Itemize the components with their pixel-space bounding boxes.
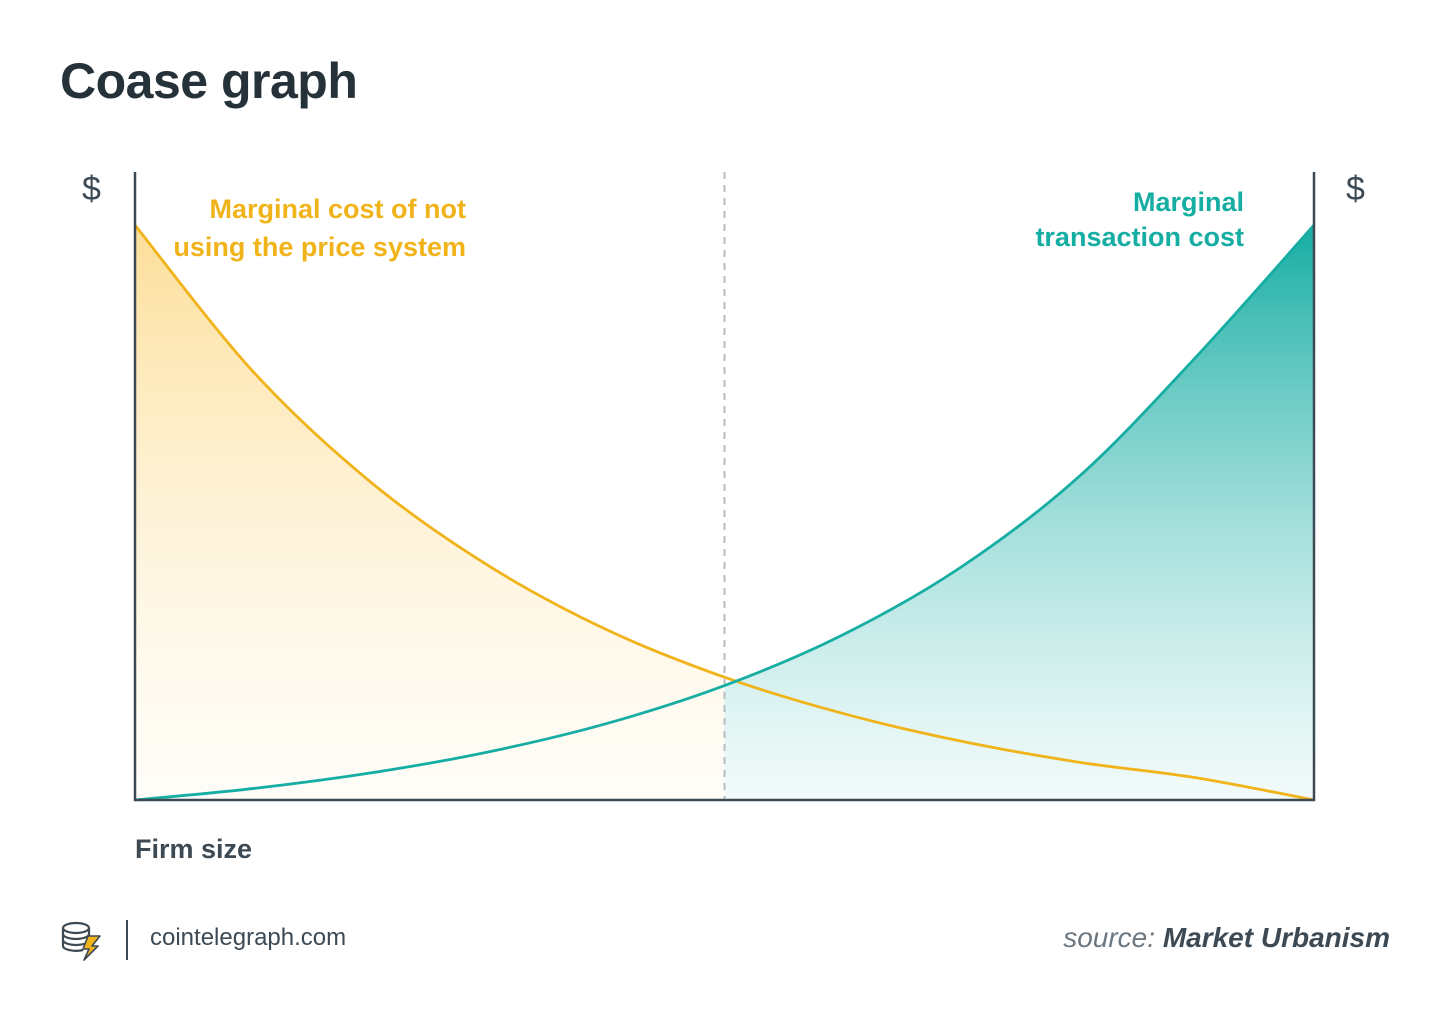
y-axis-label-right: $ bbox=[1346, 170, 1365, 208]
line-transaction-cost bbox=[134, 224, 1316, 802]
x-axis-label: Firm size bbox=[135, 834, 253, 864]
source-prefix: source: bbox=[1063, 922, 1156, 953]
area-marginal-cost bbox=[135, 225, 725, 801]
source-name: Market Urbanism bbox=[1162, 922, 1390, 953]
cointelegraph-logo-icon bbox=[61, 921, 101, 961]
footer-divider bbox=[126, 920, 128, 960]
series-label-transaction-cost: Marginal transaction cost bbox=[1035, 187, 1244, 252]
y-axis-label-left: $ bbox=[82, 170, 101, 208]
footer-site-link[interactable]: cointelegraph.com bbox=[150, 924, 347, 951]
area-transaction-cost bbox=[724, 225, 1314, 801]
series-label-marginal-cost: Marginal cost of not using the price sys… bbox=[173, 194, 466, 262]
page-title: Coase graph bbox=[60, 53, 358, 109]
footer-source: source: Market Urbanism bbox=[1063, 922, 1390, 954]
line-marginal-cost bbox=[133, 224, 1315, 802]
